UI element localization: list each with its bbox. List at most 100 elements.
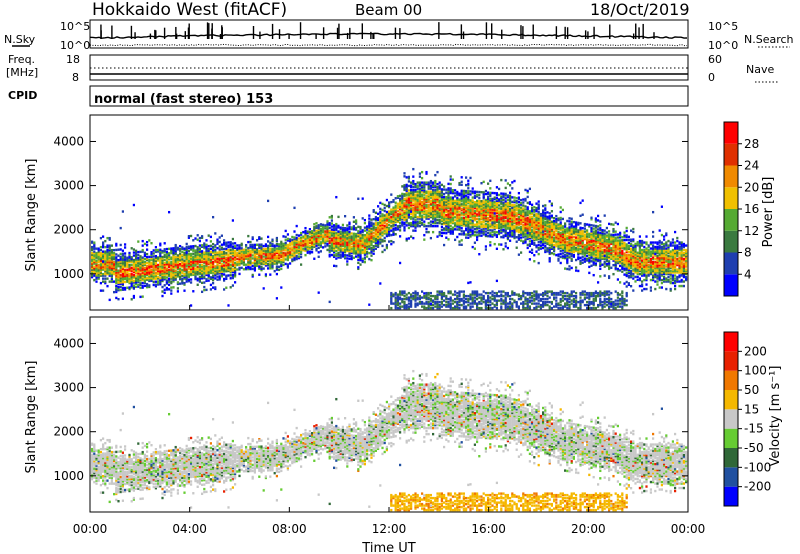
power-cell xyxy=(117,263,120,266)
power-cell xyxy=(445,205,448,208)
power-cell xyxy=(427,296,430,299)
power-cell xyxy=(500,219,503,222)
power-cell xyxy=(381,228,384,231)
power-cell xyxy=(218,278,221,281)
power-cell xyxy=(467,191,470,194)
power-cell xyxy=(440,296,443,299)
power-cell xyxy=(429,299,432,302)
power-cell xyxy=(495,302,498,305)
power-cell xyxy=(520,215,523,218)
power-cell xyxy=(143,254,146,258)
power-cell xyxy=(447,212,450,216)
power-cell xyxy=(198,260,201,264)
power-cell xyxy=(137,283,140,287)
power-cell xyxy=(377,235,380,238)
power-cell xyxy=(467,214,470,217)
power-cell xyxy=(115,281,118,285)
power-cell xyxy=(110,253,113,256)
power-cell xyxy=(192,272,195,275)
power-cell xyxy=(289,254,292,258)
power-cell xyxy=(522,214,525,218)
power-cell xyxy=(192,252,195,255)
power-cell xyxy=(414,293,417,296)
power-cell xyxy=(148,258,151,262)
power-cell xyxy=(150,256,153,260)
power-cell xyxy=(476,306,479,310)
power-cell xyxy=(227,260,230,264)
power-cell xyxy=(229,257,232,260)
power-cell xyxy=(165,252,168,255)
power-cell xyxy=(456,305,459,308)
power-cell xyxy=(476,199,479,203)
power-cell xyxy=(214,259,217,262)
power-cell xyxy=(403,221,406,225)
power-cell xyxy=(223,239,226,242)
power-cell xyxy=(251,246,254,250)
power-cell xyxy=(269,249,272,252)
power-cell xyxy=(258,264,261,267)
power-cell xyxy=(447,224,450,228)
power-cell xyxy=(460,299,463,302)
power-cell xyxy=(317,242,320,245)
power-cell xyxy=(460,290,463,293)
power-cell xyxy=(227,268,230,271)
power-cell xyxy=(93,253,96,256)
power-cell xyxy=(456,208,459,212)
power-cell xyxy=(183,256,186,259)
power-cell xyxy=(467,197,470,200)
power-cell xyxy=(469,202,472,205)
power-cell xyxy=(370,258,373,262)
power-cell xyxy=(315,238,318,241)
power-cell xyxy=(344,249,347,252)
power-cell xyxy=(240,254,243,258)
power-cell xyxy=(102,260,105,263)
power-cell xyxy=(500,226,503,230)
power-cell xyxy=(533,290,536,293)
power-cell xyxy=(348,223,351,226)
power-cell xyxy=(451,199,454,202)
power-cell xyxy=(289,239,292,243)
power-cell xyxy=(187,266,190,269)
power-cell xyxy=(256,239,259,242)
power-cell xyxy=(240,259,243,262)
power-cell xyxy=(304,226,307,230)
power-cell xyxy=(205,264,208,268)
power-cell xyxy=(465,209,468,212)
power-cell xyxy=(99,254,102,258)
power-cell xyxy=(150,253,153,257)
power-cell xyxy=(390,296,393,299)
power-cell xyxy=(168,252,171,255)
power-cell xyxy=(104,239,107,243)
power-cell xyxy=(491,221,494,225)
power-cell xyxy=(203,254,206,257)
power-cell xyxy=(165,261,168,264)
power-cell xyxy=(440,293,443,296)
power-cell xyxy=(491,230,494,234)
power-cell xyxy=(308,231,311,234)
power-cell xyxy=(517,294,520,298)
power-cell xyxy=(333,264,336,268)
power-cell xyxy=(432,294,435,298)
power-cell xyxy=(352,240,355,243)
power-cell xyxy=(528,243,531,246)
power-cell xyxy=(154,264,157,267)
power-cell xyxy=(154,273,157,276)
power-cell xyxy=(388,228,391,231)
power-cell xyxy=(117,271,120,274)
power-cell xyxy=(231,251,234,254)
power-cell xyxy=(445,217,448,220)
power-cell xyxy=(467,217,470,220)
power-cell xyxy=(348,226,351,229)
power-cell xyxy=(262,255,265,258)
power-cell xyxy=(366,241,369,245)
power-cell xyxy=(374,231,377,234)
power-cell xyxy=(403,291,406,295)
power-cell xyxy=(174,243,177,247)
power-cell xyxy=(137,259,140,263)
power-cell xyxy=(216,260,219,263)
power-cell xyxy=(489,229,492,232)
power-cell xyxy=(465,222,468,226)
power-cell xyxy=(498,299,501,302)
power-cell xyxy=(495,201,498,204)
power-cell xyxy=(491,197,494,201)
